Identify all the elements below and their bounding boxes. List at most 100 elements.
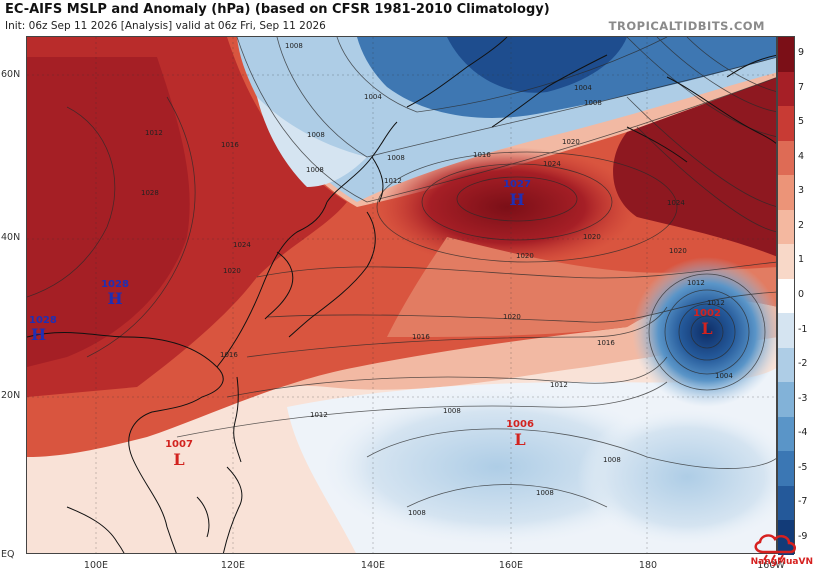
low-value: 1007 (165, 439, 193, 450)
colorbar-tick-label: 1 (798, 254, 805, 266)
lat-label: 40N (1, 232, 21, 243)
map-subtitle: Init: 06z Sep 11 2026 [Analysis] valid a… (5, 20, 326, 32)
lon-label: 100E (83, 560, 109, 571)
isobars (27, 37, 776, 508)
brand-text[interactable]: TROPICALTIDBITS.COM (608, 19, 765, 33)
colorbar-tick-label: 0 (798, 289, 805, 300)
colorbar-tick-label: -4 (798, 427, 808, 439)
high-center-pacific: 1027 H (503, 179, 531, 209)
north-blue-deep (447, 37, 627, 93)
lat-label: 20N (1, 390, 21, 401)
isobar-label: 1008 (307, 131, 325, 139)
colorbar-segment (778, 485, 794, 521)
colorbar-segment (778, 278, 794, 314)
isobar-label: 1012 (687, 279, 705, 287)
high-value: 1028 (29, 315, 57, 326)
map-title: EC-AIFS MSLP and Anomaly (hPa) (based on… (5, 2, 550, 17)
colorbar-segment (778, 451, 794, 486)
lon-label: 120E (220, 560, 246, 571)
colorbar (777, 36, 795, 555)
low-center-south: 1006 L (506, 419, 534, 449)
isobar-label: 1020 (669, 247, 687, 255)
low-letter: L (701, 319, 712, 338)
isobar-label: 1008 (603, 456, 621, 464)
cloud-rain-icon (754, 534, 796, 561)
high-center-china: 1028 H (101, 279, 129, 308)
isobar-label: 1024 (233, 241, 251, 249)
colorbar-tick-label: -2 (798, 358, 808, 370)
isobar-label: 1020 (223, 267, 241, 275)
isobar-label: 1012 (707, 299, 725, 307)
isobar-label: 1016 (221, 141, 239, 149)
low-letter: L (173, 450, 184, 469)
isobar-label: 1012 (550, 381, 568, 389)
colorbar-tick-label: 2 (798, 219, 805, 231)
colorbar-tick-label: -9 (798, 530, 808, 542)
colorbar-segment (778, 416, 794, 452)
isobar-label: 1008 (306, 166, 324, 174)
isobar-label: 1008 (408, 509, 426, 517)
isobar-label: 1024 (543, 160, 561, 168)
isobar-label: 1008 (584, 99, 602, 107)
isobar-label: 1016 (220, 351, 238, 359)
isobar-label: 1016 (412, 333, 430, 341)
colorbar-segment (778, 347, 794, 383)
isobar-label: 1008 (536, 489, 554, 497)
high-letter: H (509, 190, 524, 209)
colorbar-tick-label: -5 (798, 461, 808, 473)
isobar-label: 1008 (387, 154, 405, 162)
isobar-label: 1020 (503, 313, 521, 321)
isobar-labels: 1008 1004 1004 1008 1008 1012 1016 1020 … (141, 42, 733, 517)
lon-label: 160W (757, 560, 785, 571)
isobar-label: 1012 (384, 177, 402, 185)
lon-label: 140E (360, 560, 386, 571)
isobar-label: 1020 (562, 138, 580, 146)
isobar-label: 1012 (310, 411, 328, 419)
se-blue-anomaly (577, 407, 776, 547)
anomaly-map: 1008 1004 1004 1008 1008 1012 1016 1020 … (27, 37, 776, 553)
colorbar-tick-label: 7 (798, 81, 805, 93)
colorbar-tick-label: -3 (798, 392, 808, 404)
colorbar-segment (778, 382, 794, 417)
colorbar-segment (778, 71, 794, 107)
lon-label: 180 (638, 560, 658, 571)
high-value: 1028 (101, 279, 129, 290)
low-letter: L (514, 430, 525, 449)
low-value: 1002 (693, 308, 721, 319)
colorbar-segment (778, 106, 794, 141)
isobar-label: 1028 (141, 189, 159, 197)
colorbar-segment (778, 37, 794, 72)
lat-label: EQ (1, 549, 15, 560)
isobar-label: 1004 (364, 93, 382, 101)
low-anomaly-east (632, 257, 776, 407)
low-center-east: 1002 L (693, 308, 721, 338)
map-panel: 1008 1004 1004 1008 1008 1012 1016 1020 … (26, 36, 777, 554)
isobar-label: 1012 (145, 129, 163, 137)
colorbar-segment (778, 313, 794, 348)
isobar-label: 1008 (443, 407, 461, 415)
isobar-label: 1016 (597, 339, 615, 347)
colorbar-tick-label: -1 (798, 323, 808, 335)
high-value: 1027 (503, 179, 531, 190)
china-warm-core (27, 57, 190, 367)
high-letter: H (31, 325, 46, 344)
low-value: 1006 (506, 419, 534, 430)
isobar-label: 1004 (715, 372, 733, 380)
isobar-label: 1024 (667, 199, 685, 207)
north-pale-band (257, 97, 367, 187)
colorbar-segment (778, 244, 794, 279)
colorbar-tick-label: 3 (798, 185, 805, 197)
colorbar-tick-label: 4 (798, 150, 805, 162)
lat-label: 60N (1, 69, 21, 80)
coastlines (27, 37, 776, 553)
mid-pacific-red (387, 237, 776, 337)
high-letter: H (107, 289, 122, 308)
colorbar-segment (778, 209, 794, 245)
isobar-label: 1020 (516, 252, 534, 260)
colorbar-tick-label: -7 (798, 496, 808, 508)
watermark-text: NangMuaVN (750, 557, 813, 567)
low-center-scs: 1007 L (165, 439, 193, 469)
isobar-label: 1008 (285, 42, 303, 50)
pressure-centers: 1027 H 1028 H 1028 H 1002 L 1006 L 1007 … (29, 179, 721, 469)
high-center-west: 1028 H (29, 315, 57, 344)
